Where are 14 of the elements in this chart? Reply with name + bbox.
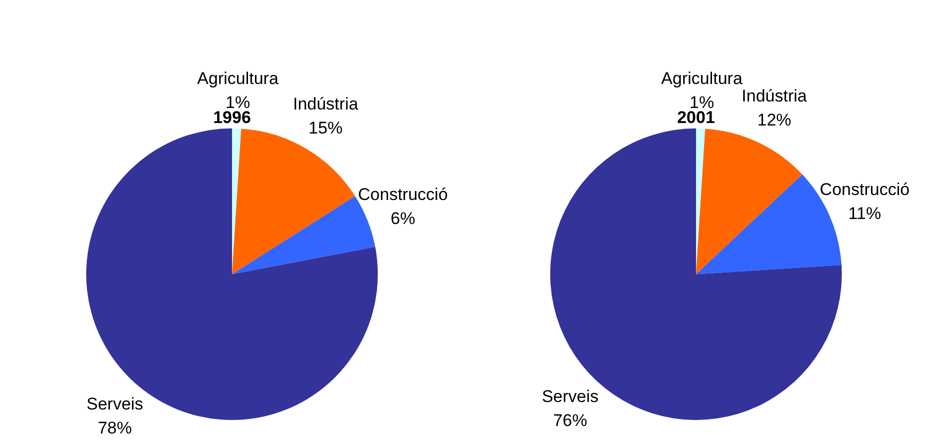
slice-label: Serveis xyxy=(542,386,599,406)
slice-label: Construcció xyxy=(358,185,448,204)
data-label: 78% xyxy=(98,418,132,438)
slice-label: Agricultura xyxy=(197,69,279,88)
slice-label: Construcció xyxy=(820,180,910,199)
data-label: 76% xyxy=(553,410,588,430)
data-label: 12% xyxy=(757,110,792,130)
data-label: 11% xyxy=(848,204,882,223)
data-label: 15% xyxy=(308,118,343,138)
slice-label: Agricultura xyxy=(661,69,743,88)
slice-label: Serveis xyxy=(86,394,144,414)
data-label: 6% xyxy=(390,209,416,228)
slice-label: Indústria xyxy=(292,94,359,114)
slice-label: Indústria xyxy=(742,86,808,106)
